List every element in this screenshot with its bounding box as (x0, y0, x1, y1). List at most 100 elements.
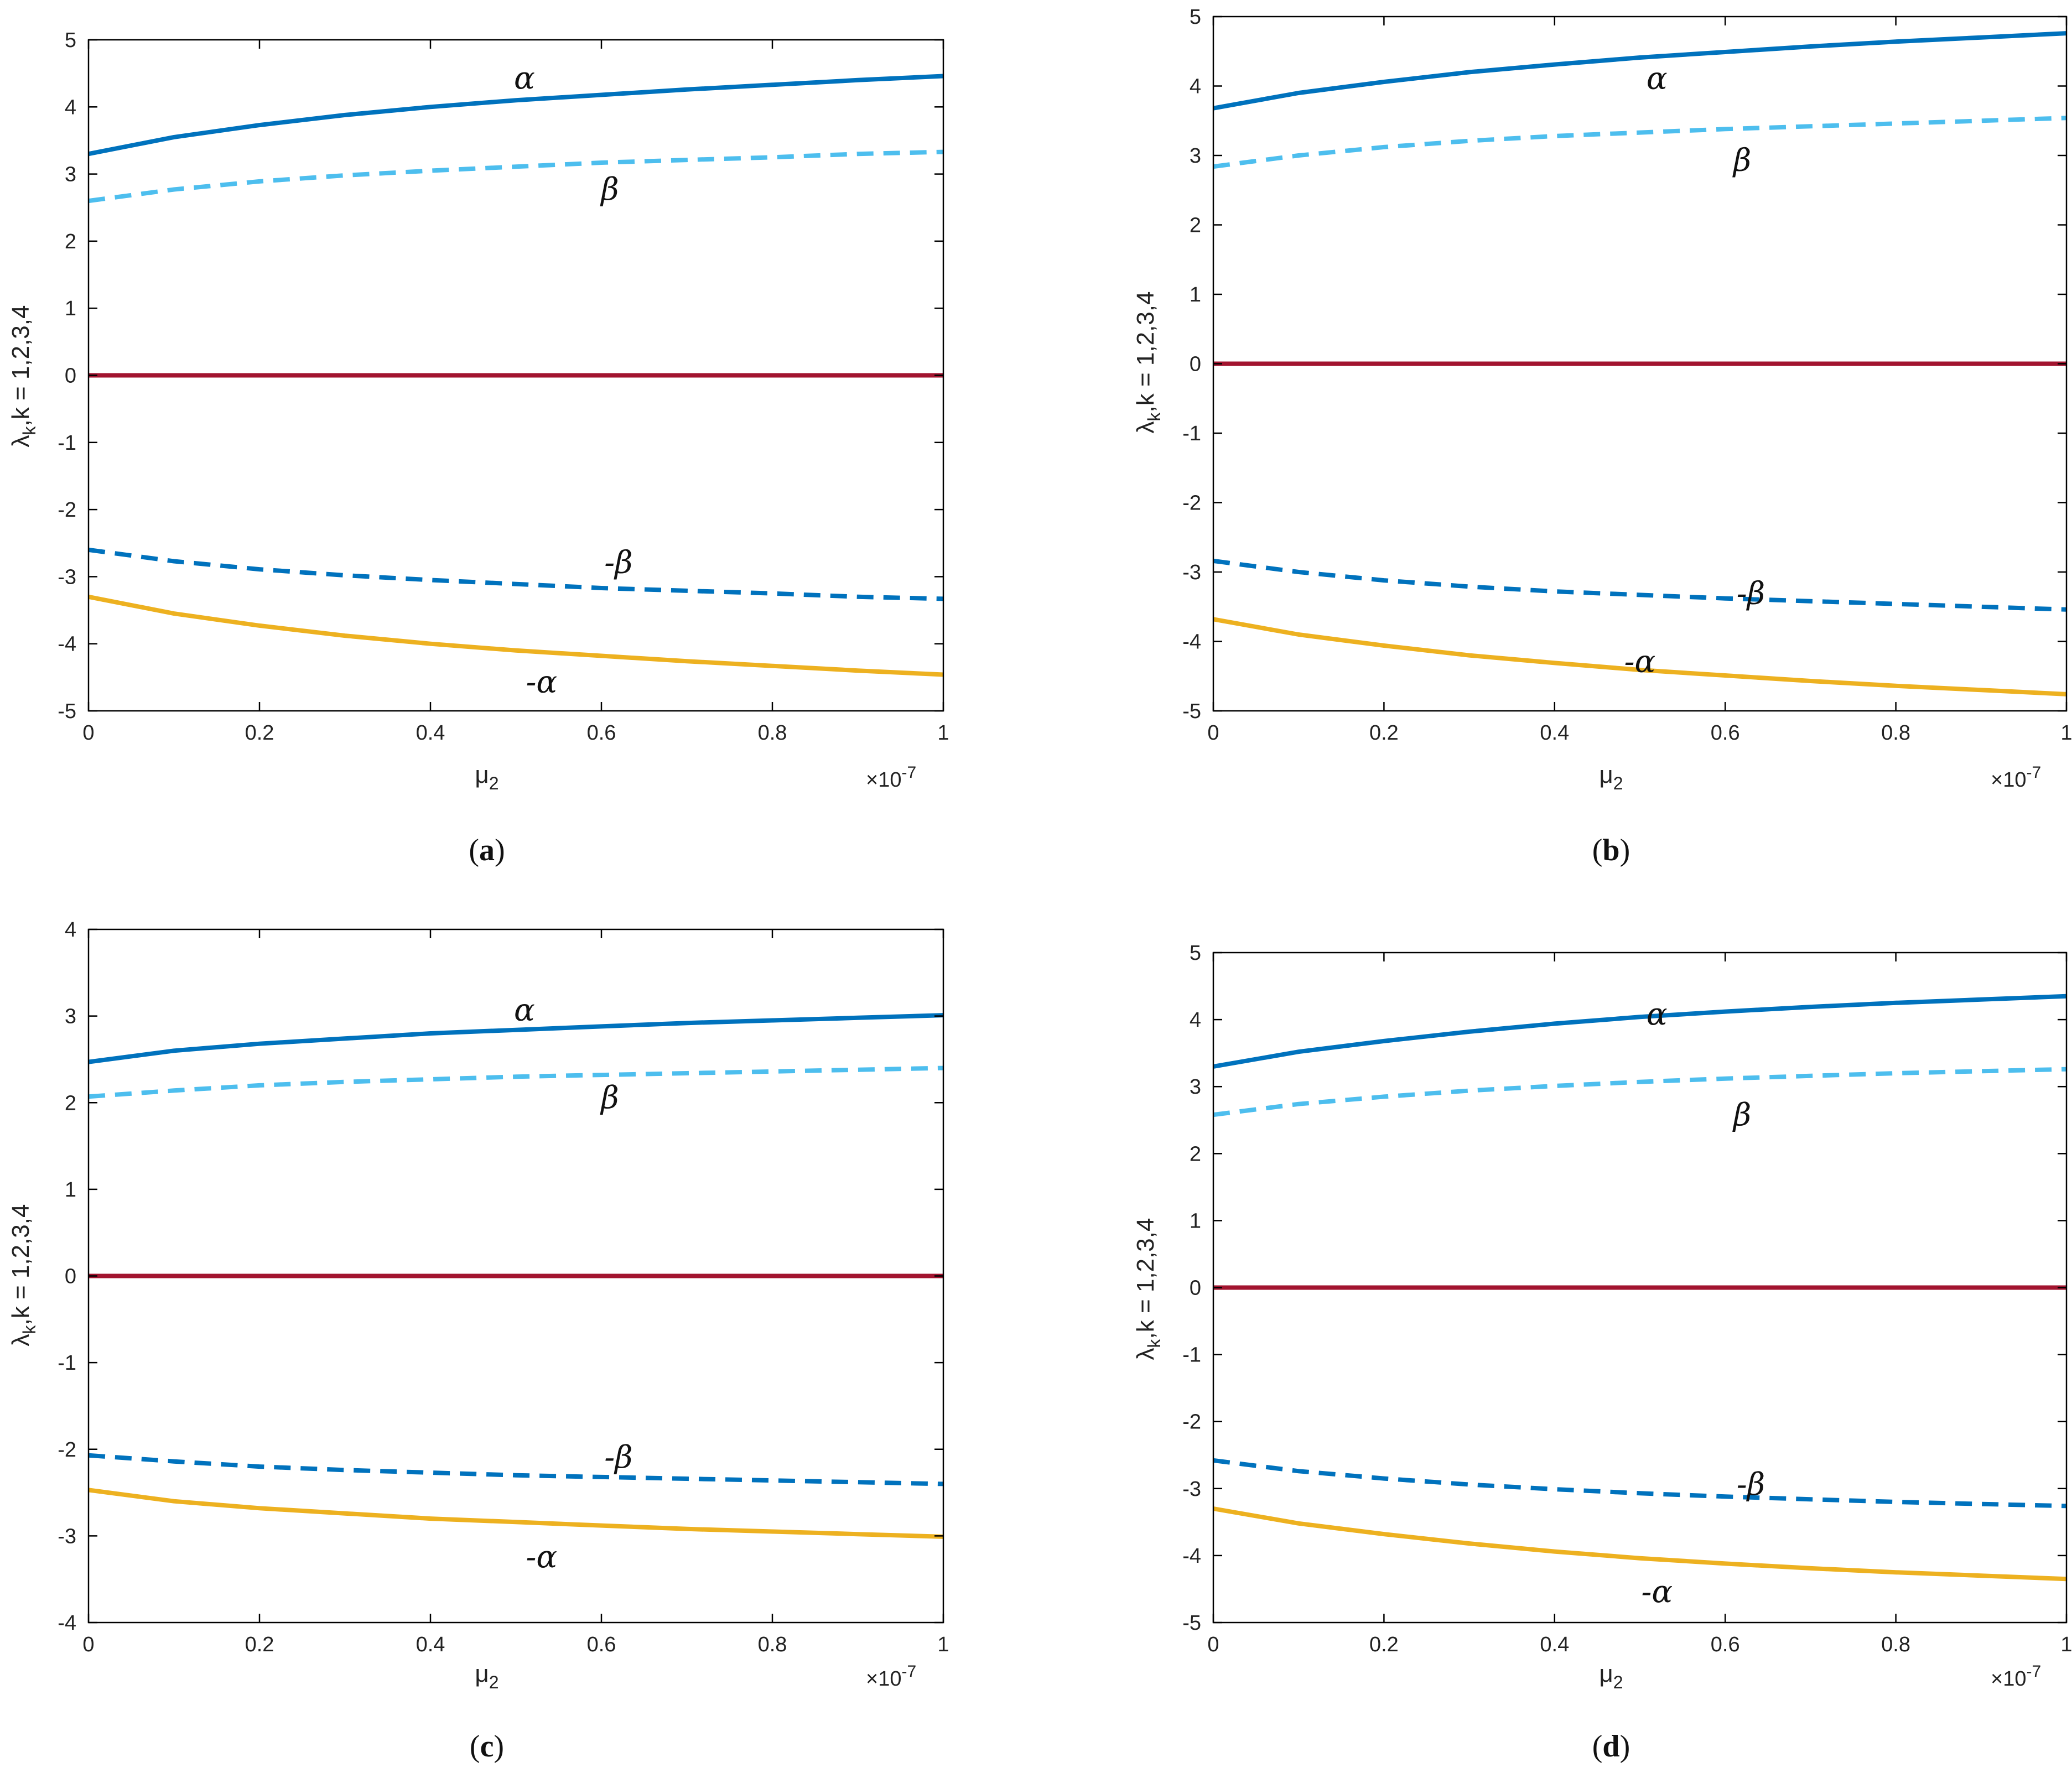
panel-c-x-tick-label: 1 (937, 1633, 949, 1656)
panel-d-series (1213, 953, 2067, 1623)
panel-a-x-tick-label: 0.4 (416, 721, 445, 745)
panel-b-y-tick-label: 4 (1190, 75, 1201, 98)
panel-a-y-tick-label: 2 (65, 230, 76, 253)
panel-c-annotations: α β -β -α (514, 992, 633, 1575)
panel-c-series-neg-alpha (88, 1488, 944, 1539)
panel-c-y-axis-label: λk,k = 1,2,3,4 (7, 1204, 39, 1347)
panel-d-y-tick-label: -2 (1182, 1411, 1201, 1434)
panel-a-y-tick-label: -2 (58, 498, 76, 522)
panel-b-x-tick-label: 0.2 (1369, 721, 1399, 745)
panel-b-y-tick-label: 1 (1190, 283, 1201, 306)
panel-d-y-tick-label: -4 (1182, 1545, 1201, 1568)
panel-c-x-tick-label: 0.8 (758, 1633, 787, 1656)
panel-a: 0 0.2 0.4 0.6 0.8 1 -5 -4 -3 -2 -1 0 1 2 3 4 5 α β -β -α μ2… (7, 29, 949, 867)
panel-c-y-tick-label: -3 (58, 1525, 76, 1548)
panel-c-x-tick-label: 0.2 (245, 1633, 274, 1656)
panel-d-y-tick-label: -1 (1182, 1344, 1201, 1367)
panel-c-y-tick-label: 1 (65, 1178, 76, 1202)
panel-a-x-tick-label: 0.8 (758, 721, 787, 745)
panel-a-annotation: -α (526, 664, 557, 700)
panel-c-y-tick-label: 2 (65, 1091, 76, 1115)
panel-b-ticks: 0 0.2 0.4 0.6 0.8 1 -5 -4 -3 -2 -1 0 1 2 3 4 5 (1182, 6, 2072, 745)
panel-a-x-tick-label: 0.6 (587, 721, 616, 745)
panel-d-series-alpha (1213, 994, 2067, 1069)
panel-b-x-exponent: ×10-7 (1991, 763, 2041, 792)
panel-c-annotation: -β (604, 1439, 632, 1475)
panel-c-annotation: -α (526, 1540, 557, 1576)
panel-a-annotation: -β (604, 545, 632, 581)
panel-c-caption: (c) (470, 1729, 504, 1764)
panel-a-y-tick-label: -4 (58, 633, 76, 656)
panel-c-y-tick-label: -4 (58, 1611, 76, 1635)
panel-b-annotations: α β -β -α (1624, 61, 1765, 680)
panel-b-y-tick-label: 3 (1190, 144, 1201, 168)
panel-d-x-exponent: ×10-7 (1991, 1662, 2041, 1691)
panel-a-y-tick-label: 4 (65, 96, 76, 119)
panel-a-series-neg-alpha (88, 594, 944, 677)
panel-b-y-tick-label: -1 (1182, 422, 1201, 445)
panel-c-x-tick-label: 0 (82, 1633, 94, 1656)
panel-b-y-tick-label: 5 (1190, 6, 1201, 29)
panel-b-y-axis-label: λk,k = 1,2,3,4 (1132, 292, 1164, 434)
panel-a-annotation: β (600, 172, 619, 208)
panel-d-y-axis-label: λk,k = 1,2,3,4 (1132, 1218, 1164, 1360)
panel-b-y-tick-label: -3 (1182, 561, 1201, 584)
panel-b-annotation: β (1732, 143, 1751, 179)
panel-b: 0 0.2 0.4 0.6 0.8 1 -5 -4 -3 -2 -1 0 1 2 3 4 5 α β -β -α μ2… (1132, 6, 2072, 867)
panel-b-y-tick-label: 0 (1190, 353, 1201, 376)
panel-d-caption: (d) (1592, 1729, 1630, 1764)
panel-b-series (1213, 17, 2067, 711)
panel-a-y-tick-label: 3 (65, 163, 76, 186)
panel-a-x-tick-label: 0 (82, 721, 94, 745)
panel-b-y-tick-label: -2 (1182, 492, 1201, 515)
panel-c-y-tick-label: 0 (65, 1265, 76, 1288)
panel-a-x-axis-label: μ2 (475, 761, 498, 793)
panel-a-annotations: α β -β -α (514, 60, 633, 700)
panel-b-y-tick-label: 2 (1190, 214, 1201, 237)
panel-c-series-beta (88, 1065, 944, 1099)
panel-d-y-tick-label: -3 (1182, 1478, 1201, 1501)
panel-b-x-tick-label: 0.4 (1540, 721, 1569, 745)
panel-b-x-tick-label: 0.6 (1711, 721, 1740, 745)
panel-d-y-tick-label: 2 (1190, 1142, 1201, 1166)
panel-a-y-axis-label: λk,k = 1,2,3,4 (7, 305, 39, 448)
panel-d-y-tick-label: -5 (1182, 1611, 1201, 1635)
panel-c-y-tick-label: -1 (58, 1351, 76, 1375)
panel-b-y-tick-label: -4 (1182, 631, 1201, 654)
panel-c-x-tick-label: 0.6 (587, 1633, 616, 1656)
panel-d: 0 0.2 0.4 0.6 0.8 1 -5 -4 -3 -2 -1 0 1 2 3 4 5 α β -β -α μ2… (1132, 942, 2072, 1764)
panel-d-y-tick-label: 0 (1190, 1277, 1201, 1300)
panel-a-annotation: α (514, 60, 535, 96)
panel-d-x-tick-label: 0.4 (1540, 1633, 1569, 1656)
panel-d-annotation: α (1647, 997, 1668, 1033)
panel-d-x-tick-label: 0 (1207, 1633, 1219, 1656)
panel-a-series-neg-beta (88, 547, 944, 601)
panel-d-y-tick-label: 5 (1190, 942, 1201, 965)
panel-c-x-exponent: ×10-7 (866, 1662, 916, 1691)
panel-d-annotation: -α (1641, 1574, 1673, 1610)
panel-b-y-tick-label: -5 (1182, 700, 1201, 723)
panel-c-series-alpha (88, 1013, 944, 1064)
panel-d-ticks: 0 0.2 0.4 0.6 0.8 1 -5 -4 -3 -2 -1 0 1 2 3 4 5 (1182, 942, 2072, 1656)
panel-c-annotation: β (600, 1080, 619, 1116)
panel-c-series (88, 929, 944, 1623)
panel-a-caption: (a) (469, 833, 505, 867)
panel-a-x-exponent: ×10-7 (866, 763, 916, 792)
panel-b-x-tick-label: 0.8 (1881, 721, 1910, 745)
panel-d-series-neg-alpha (1213, 1506, 2067, 1582)
panel-c-series-neg-beta (88, 1453, 944, 1486)
panel-c-annotation: α (514, 992, 535, 1028)
panel-a-y-tick-label: -1 (58, 431, 76, 455)
panel-c-y-tick-label: 4 (65, 918, 76, 942)
panel-a-y-tick-label: -3 (58, 565, 76, 589)
panel-b-series-neg-alpha (1213, 617, 2067, 696)
panel-c-y-tick-label: -2 (58, 1438, 76, 1462)
panel-d-y-tick-label: 4 (1190, 1008, 1201, 1032)
panel-d-annotations: α β -β -α (1641, 997, 1765, 1610)
panel-a-x-tick-label: 1 (937, 721, 949, 745)
panel-b-x-axis-label: μ2 (1599, 761, 1623, 793)
panel-a-series (88, 40, 944, 711)
panel-b-caption: (b) (1592, 833, 1630, 867)
panel-a-x-tick-label: 0.2 (245, 721, 274, 745)
panel-d-series-beta (1213, 1067, 2067, 1117)
